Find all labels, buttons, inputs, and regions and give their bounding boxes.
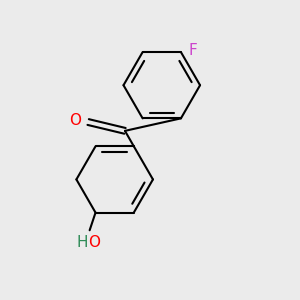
Text: F: F: [188, 43, 197, 58]
Text: O: O: [88, 235, 100, 250]
Text: O: O: [69, 113, 81, 128]
Text: H: H: [77, 235, 88, 250]
